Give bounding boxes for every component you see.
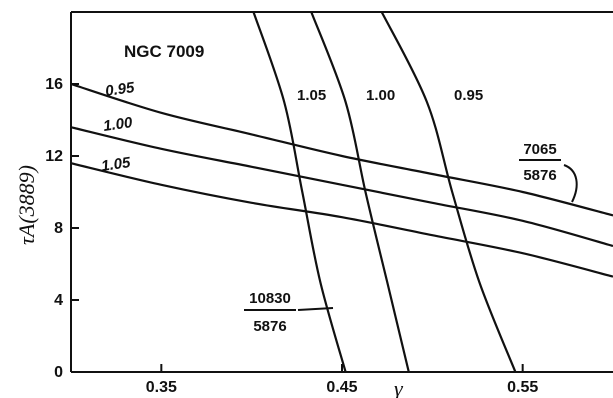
y-tick-label: 16 xyxy=(45,76,63,93)
x-tick-label: 0.55 xyxy=(507,379,538,396)
y-tick-label: 4 xyxy=(54,292,63,309)
y-tick-label: 12 xyxy=(45,148,63,165)
axis-ticks: 0 4 8 12 16 0.35 0.45 0.55 xyxy=(45,76,538,396)
ratio-7065-curve-095 xyxy=(71,82,613,217)
ratio-label-10830-5876: 10830 5876 xyxy=(244,290,334,335)
series-label-100-a: 1.00 xyxy=(102,114,134,135)
svg-text:7065: 7065 xyxy=(523,141,556,158)
ratio-10830-curve-095 xyxy=(380,12,517,372)
series-label-100-b: 1.00 xyxy=(366,87,395,104)
series-label-095-a: 0.95 xyxy=(104,79,136,100)
y-tick-label: 0 xyxy=(54,364,63,381)
ratio-10830-curve-100 xyxy=(310,12,410,372)
svg-text:τA(3889): τA(3889) xyxy=(14,165,39,245)
curves xyxy=(71,12,613,372)
y-tick-label: 8 xyxy=(54,220,63,237)
series-label-105-a: 1.05 xyxy=(100,154,132,175)
ratio-10830-curve-105 xyxy=(252,12,347,372)
x-tick-label: 0.35 xyxy=(146,379,177,396)
x-axis-label: γ xyxy=(394,376,404,398)
ratio-label-7065-5876: 7065 5876 xyxy=(519,141,578,203)
svg-text:5876: 5876 xyxy=(253,318,286,335)
svg-text:5876: 5876 xyxy=(523,167,556,184)
chart-title: NGC 7009 xyxy=(124,42,204,61)
ratio-7065-curve-105 xyxy=(71,162,613,278)
svg-text:10830: 10830 xyxy=(249,290,291,307)
y-axis-label: τA(3889) xyxy=(14,165,39,245)
ratio-7065-curve-100 xyxy=(71,126,613,248)
x-tick-label: 0.45 xyxy=(326,379,357,396)
series-label-095-b: 0.95 xyxy=(454,87,483,104)
series-label-105-b: 1.05 xyxy=(297,87,326,104)
